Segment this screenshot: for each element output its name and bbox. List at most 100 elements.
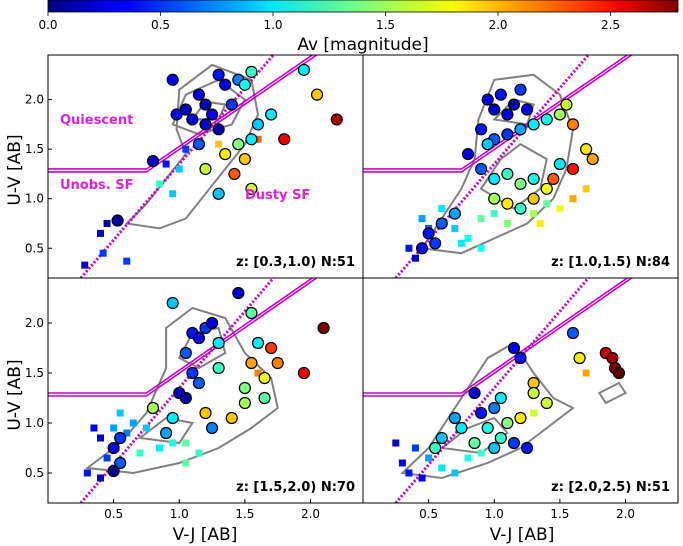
x-tick-label: 2.0 bbox=[301, 507, 320, 521]
density-contour bbox=[420, 73, 575, 255]
data-point-circle bbox=[245, 356, 258, 370]
panel-bottom-right: 0.5 1.0 1.5 2.0 z: [2.0,2.5) N:51 bbox=[362, 277, 679, 521]
data-point-circle bbox=[238, 381, 251, 395]
y-tick-label: 2.0 bbox=[25, 93, 44, 107]
quiescent-boundary bbox=[48, 55, 319, 173]
data-point-square bbox=[156, 444, 164, 452]
data-point-circle bbox=[527, 192, 540, 205]
data-point-circle bbox=[553, 108, 566, 121]
data-point-square bbox=[162, 160, 170, 168]
y-tick-label: 1.5 bbox=[25, 366, 44, 380]
data-point-square bbox=[123, 257, 131, 265]
x-tick-label: 1.0 bbox=[485, 507, 504, 521]
data-point-circle bbox=[560, 98, 573, 111]
data-point-circle bbox=[514, 123, 527, 136]
data-point-circle bbox=[186, 113, 199, 126]
panel-frame bbox=[362, 277, 679, 504]
data-point-square bbox=[556, 205, 564, 213]
data-point-circle bbox=[245, 182, 258, 195]
data-point-circle bbox=[271, 356, 284, 370]
data-point-circle bbox=[488, 103, 501, 116]
data-point-square bbox=[136, 449, 144, 457]
colorbar-tick-label: 2.0 bbox=[488, 18, 507, 32]
data-point-square bbox=[451, 224, 459, 232]
data-point-circle bbox=[251, 336, 265, 350]
data-point-circle bbox=[111, 214, 124, 227]
quiescent-boundary bbox=[363, 278, 633, 397]
data-point-circle bbox=[225, 98, 238, 111]
data-point-circle bbox=[232, 138, 245, 151]
data-point-circle bbox=[435, 217, 448, 230]
data-point-circle bbox=[228, 167, 241, 181]
data-point-circle bbox=[488, 441, 501, 455]
data-point-square bbox=[83, 469, 91, 477]
data-point-circle bbox=[166, 73, 179, 86]
data-point-circle bbox=[205, 421, 219, 435]
data-point-square bbox=[142, 424, 150, 432]
data-point-circle bbox=[232, 286, 245, 300]
data-point-square bbox=[477, 215, 485, 223]
panel-bottom-left: 0.5 1.0 1.5 2.0 0.5 1.0 1.5 2.0 z: [1.5,2.0) N:7… bbox=[25, 277, 364, 521]
x-axis-label-right: V-J [AB] bbox=[490, 525, 555, 545]
data-point-circle bbox=[566, 118, 580, 131]
data-point-circle bbox=[520, 103, 534, 116]
data-point-circle bbox=[527, 118, 540, 131]
colorbar-tick-label: 1.0 bbox=[263, 18, 282, 32]
y-tick-label: 0.5 bbox=[25, 466, 44, 480]
data-point-circle bbox=[251, 118, 265, 131]
x-tick-label: 0.5 bbox=[104, 507, 123, 521]
data-point-square bbox=[503, 219, 511, 227]
data-point-square bbox=[582, 369, 590, 377]
data-point-circle bbox=[107, 441, 120, 455]
data-point-circle bbox=[199, 98, 212, 111]
data-point-circle bbox=[507, 98, 521, 111]
data-point-circle bbox=[192, 138, 206, 151]
data-point-circle bbox=[212, 336, 225, 350]
data-point-circle bbox=[415, 242, 429, 255]
colorbar-tick-label: 1.5 bbox=[376, 18, 395, 32]
data-point-circle bbox=[540, 182, 553, 195]
data-point-circle bbox=[219, 148, 232, 161]
data-point-square bbox=[418, 474, 426, 482]
data-point-circle bbox=[422, 227, 435, 240]
data-point-square bbox=[418, 215, 426, 223]
data-point-square bbox=[169, 439, 177, 447]
y-tick-label: 1.5 bbox=[25, 142, 44, 156]
y-tick-label: 1.0 bbox=[25, 192, 44, 206]
y-axis-label-bottom: U-V [AB] bbox=[5, 359, 25, 430]
data-point-square bbox=[254, 369, 262, 377]
data-point-circle bbox=[114, 431, 127, 445]
data-point-circle bbox=[514, 177, 527, 190]
density-contour bbox=[597, 381, 627, 405]
data-point-circle bbox=[448, 411, 461, 425]
data-point-circle bbox=[429, 441, 442, 455]
data-point-square bbox=[457, 239, 465, 247]
data-point-square bbox=[110, 424, 118, 432]
data-point-circle bbox=[494, 391, 507, 405]
panel-annotation: z: [1.5,2.0) N:70 bbox=[236, 480, 355, 495]
data-point-circle bbox=[205, 108, 219, 121]
data-point-circle bbox=[212, 187, 225, 200]
data-point-circle bbox=[107, 464, 120, 478]
data-point-circle bbox=[461, 148, 475, 161]
data-point-circle bbox=[527, 172, 540, 185]
data-point-circle bbox=[192, 331, 206, 345]
data-point-square bbox=[438, 464, 446, 472]
data-point-circle bbox=[553, 157, 566, 171]
density-contour bbox=[84, 306, 279, 475]
data-point-circle bbox=[199, 162, 212, 176]
x-tick-label: 0.5 bbox=[419, 507, 438, 521]
panel-annotation: z: [0.3,1.0) N:51 bbox=[236, 255, 355, 270]
data-point-square bbox=[103, 219, 111, 227]
data-point-square bbox=[182, 439, 190, 447]
data-point-circle bbox=[540, 113, 553, 126]
data-point-circle bbox=[475, 406, 488, 420]
data-point-circle bbox=[481, 93, 494, 106]
data-point-circle bbox=[146, 154, 160, 168]
data-point-circle bbox=[547, 172, 560, 185]
data-point-circle bbox=[501, 108, 514, 121]
data-point-circle bbox=[205, 316, 219, 330]
data-point-square bbox=[530, 210, 538, 218]
data-point-square bbox=[543, 200, 551, 208]
data-point-circle bbox=[527, 386, 540, 400]
